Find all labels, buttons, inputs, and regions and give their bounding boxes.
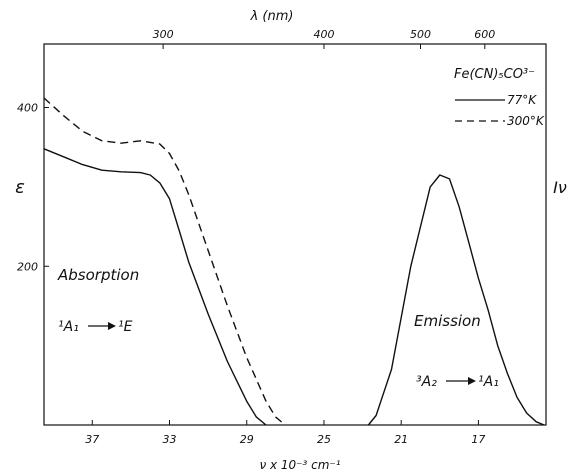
bottom-x-axis-label: ν x 10⁻³ cm⁻¹: [259, 458, 340, 472]
x-tick-label: 17: [471, 433, 485, 446]
absorption-label: Absorption: [57, 266, 139, 284]
y-tick-label: 400: [17, 102, 38, 115]
top-x-axis-label: λ (nm): [250, 9, 294, 24]
absorption-transition: ¹A₁ ¹E: [58, 319, 133, 335]
legend-title: Fe(CN)₅CO³⁻: [454, 67, 535, 82]
series-group: [43, 97, 545, 426]
top-tick-label: 500: [410, 28, 431, 41]
series-line-dashed-300k: [43, 97, 286, 426]
emission-transition-to: ¹A₁: [478, 374, 499, 390]
x-tick-label: 33: [163, 433, 177, 446]
x-tick-label: 37: [85, 433, 99, 446]
y-tick-label: 200: [17, 260, 38, 273]
top-tick-label: 400: [313, 28, 334, 41]
absorption-transition-from: ¹A₁: [58, 319, 79, 335]
emission-transition-from: ³A₂: [416, 374, 437, 390]
x-tick-label: 29: [240, 433, 254, 446]
right-y-axis-label: Iν: [553, 178, 567, 197]
x-tick-label: 25: [317, 433, 331, 446]
plot-frame: [43, 43, 547, 426]
legend-label-300k: 300°K: [507, 114, 545, 128]
emission-transition: ³A₂ ¹A₁: [416, 374, 499, 390]
legend-label-77k: 77°K: [507, 93, 537, 107]
ticks-group: 37 33 29 25 21 17 300 400 500 600 200 400: [17, 28, 495, 446]
emission-label: Emission: [414, 312, 481, 330]
top-tick-label: 600: [474, 28, 495, 41]
absorption-transition-to: ¹E: [118, 319, 133, 335]
series-line-solid-77k: [43, 148, 267, 426]
x-tick-label: 21: [394, 433, 408, 446]
left-y-axis-label: ε: [15, 177, 25, 198]
top-tick-label: 300: [153, 28, 174, 41]
series-line-emission: [367, 174, 545, 426]
absorption-transition-arrowhead: [108, 322, 116, 330]
legend: Fe(CN)₅CO³⁻ 77°K 300°K: [454, 67, 545, 128]
emission-transition-arrowhead: [468, 377, 476, 385]
